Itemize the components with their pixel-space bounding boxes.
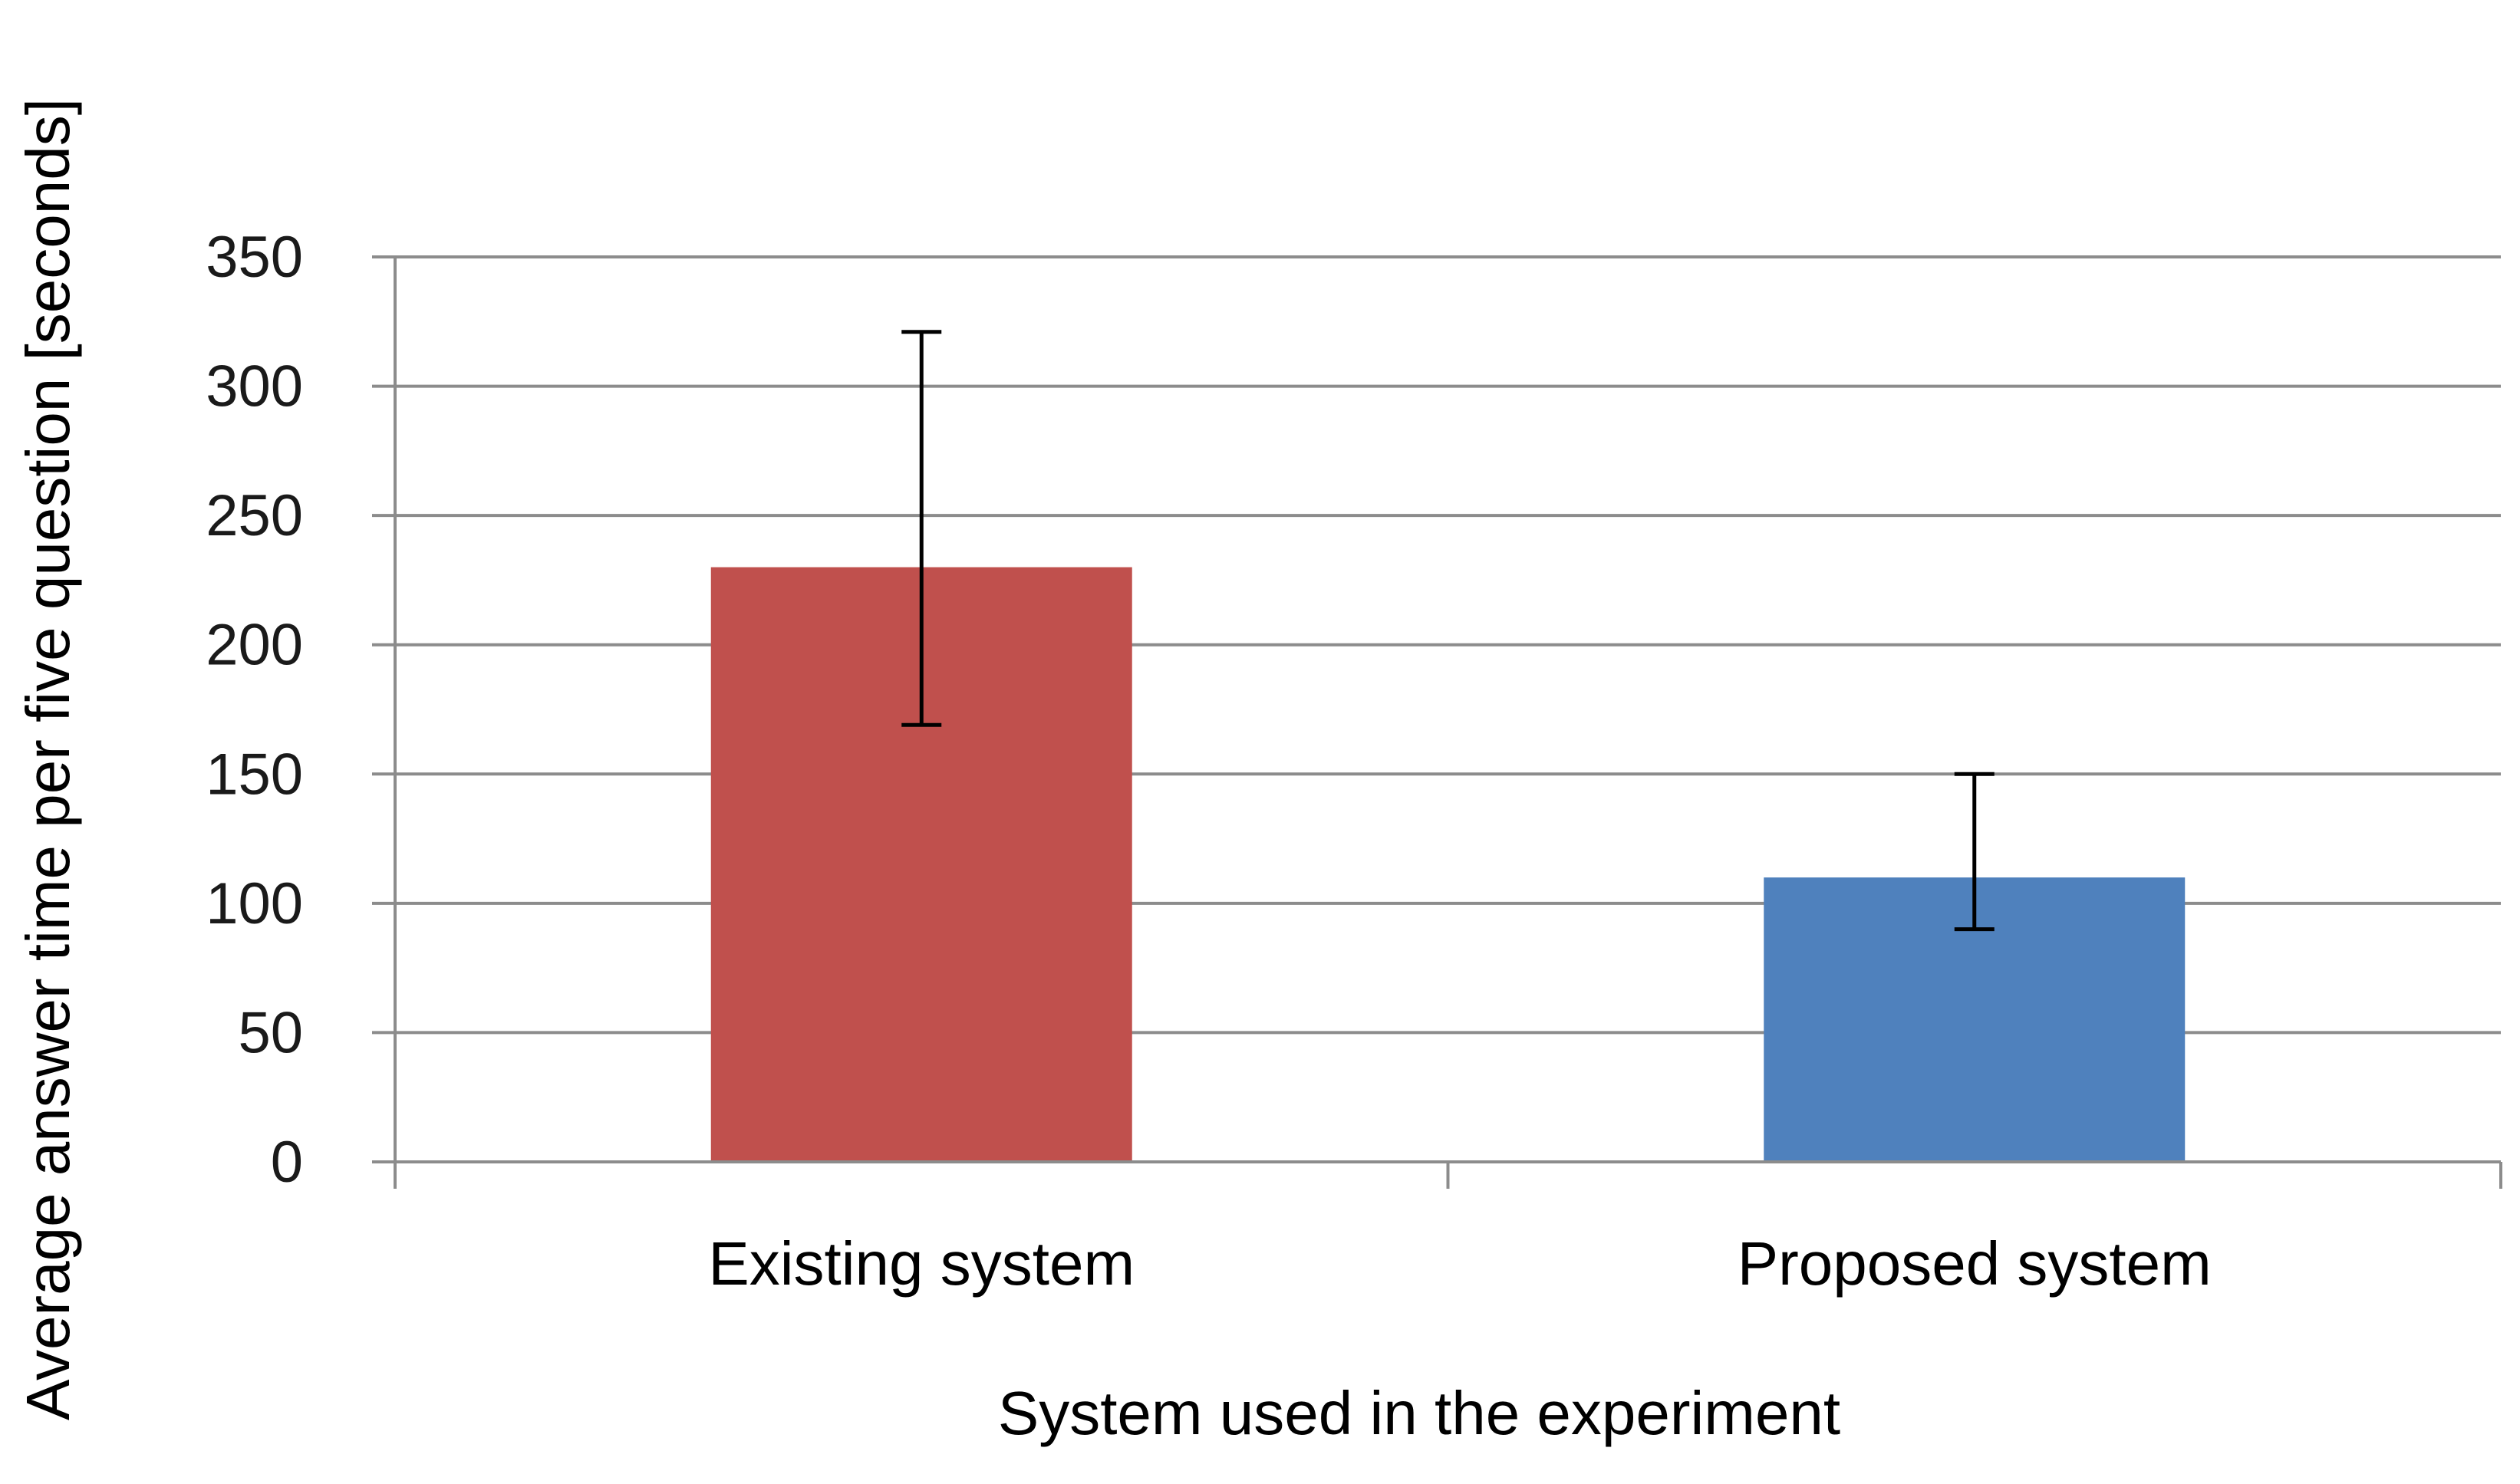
y-axis-title: Average answer time per five question [s… [14,98,82,1420]
error-bars [901,330,1995,932]
y-tick-label: 350 [206,225,303,290]
x-tick-label: Existing system [708,1229,1135,1298]
axes [372,255,2502,1189]
y-tick-label: 0 [271,1130,303,1195]
x-tick-label: Proposed system [1738,1229,2212,1298]
bars [710,567,2186,1162]
y-tick-label: 100 [206,871,303,936]
y-tick-label: 300 [206,354,303,420]
error-bar [1954,772,1995,932]
x-tick-labels: Existing system Proposed system [708,1229,2211,1298]
y-tick-labels: 0 50 100 150 200 250 300 350 [206,225,303,1195]
y-tick-label: 200 [206,613,303,678]
error-bar [901,330,942,727]
y-tick-label: 250 [206,483,303,548]
y-tick-label: 50 [238,1000,303,1065]
x-axis-title: System used in the experiment [998,1379,1840,1447]
y-tick-label: 150 [206,742,303,807]
